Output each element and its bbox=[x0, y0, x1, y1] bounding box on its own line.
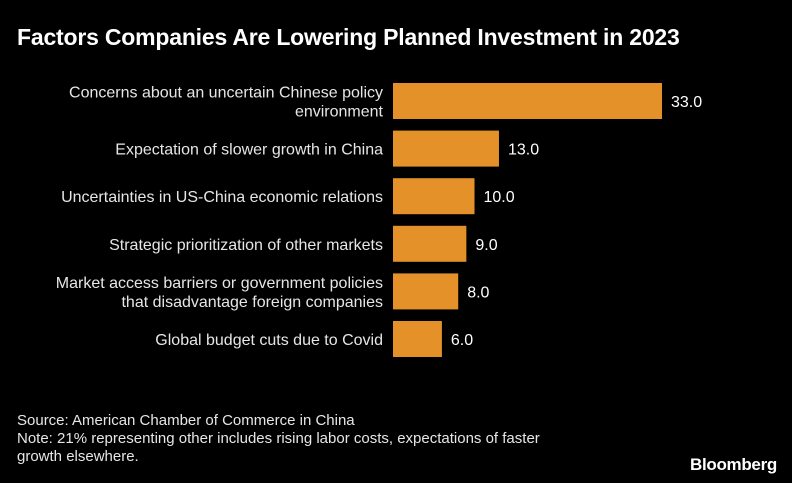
category-label-4: Strategic prioritization of other market… bbox=[109, 237, 383, 254]
source-note: Source: American Chamber of Commerce in … bbox=[17, 412, 355, 429]
bar-5 bbox=[393, 273, 459, 310]
bar-4 bbox=[393, 225, 467, 262]
footnotes: Source: American Chamber of Commerce in … bbox=[17, 412, 617, 466]
value-label-2: 13.0 bbox=[508, 142, 539, 159]
value-label-3: 10.0 bbox=[484, 189, 515, 206]
bloomberg-logo: Bloomberg bbox=[689, 455, 777, 474]
category-label-3: Uncertainties in US-China economic relat… bbox=[61, 189, 383, 206]
bar-chart: 33.0 Concerns about an uncertain Chinese … bbox=[56, 83, 702, 357]
category-label-2: Expectation of slower growth in China bbox=[115, 142, 383, 159]
value-label-4: 9.0 bbox=[475, 237, 497, 254]
category-label-5: Market access barriers or government pol… bbox=[56, 275, 383, 311]
other-note-line-1: Note: 21% representing other includes ri… bbox=[17, 430, 540, 447]
value-label-6: 6.0 bbox=[451, 332, 473, 349]
bar-1 bbox=[393, 83, 662, 119]
other-note-line-2: growth elsewhere. bbox=[17, 448, 139, 465]
category-label-6: Global budget cuts due to Covid bbox=[155, 332, 383, 349]
bar-3 bbox=[393, 178, 475, 215]
category-label-1: Concerns about an uncertain Chinese poli… bbox=[69, 85, 384, 121]
chart-title: Factors Companies Are Lowering Planned I… bbox=[17, 24, 680, 50]
value-label-1: 33.0 bbox=[671, 94, 702, 111]
bar-6 bbox=[393, 321, 442, 357]
value-label-5: 8.0 bbox=[467, 284, 489, 301]
bar-2 bbox=[393, 130, 499, 167]
